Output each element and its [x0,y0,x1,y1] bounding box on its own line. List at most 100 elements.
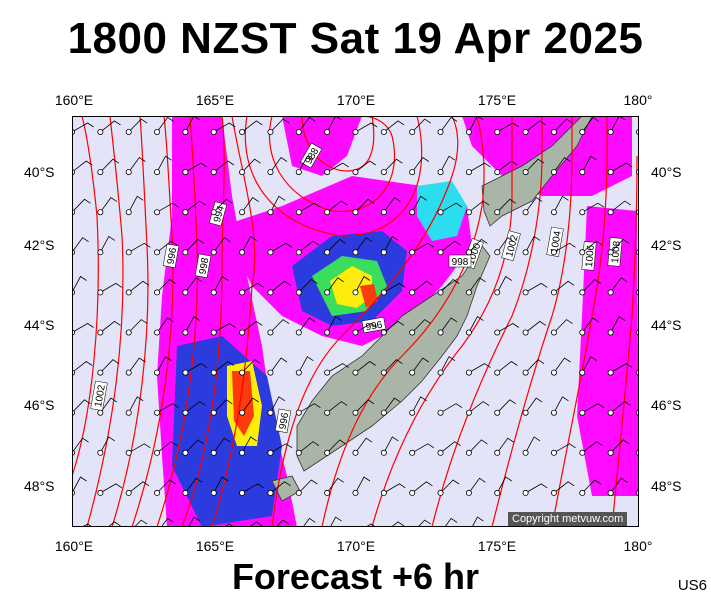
wind-barb [352,275,371,296]
wind-barb [324,200,348,216]
wind-barbs [72,116,639,527]
wind-barb [267,481,291,496]
wind-barb [409,357,430,376]
lon-label-top-180: 180° [623,92,653,108]
wind-barb [522,320,547,336]
wind-barb [607,401,632,416]
isobar-label-text: 998 [198,256,212,275]
lon-label-top-170: 170°E [336,92,376,108]
wind-barb [417,519,431,527]
wind-barb [494,275,512,296]
wind-barb [125,481,150,496]
wind-barb [380,483,406,496]
wind-barb [390,521,405,527]
wind-barb [380,197,401,216]
wind-barb [607,238,630,256]
isobar-label: 996 [162,243,180,268]
wind-barb [210,399,233,416]
wind-barb [125,443,151,456]
wind-barb [97,397,118,416]
wind-barb [295,155,314,176]
wind-barb [160,517,174,527]
wind-barb [494,160,518,176]
wind-barb [579,403,605,416]
lon-label-top-160: 160°E [54,92,94,108]
wind-barb [154,202,179,216]
wind-barb [437,317,458,336]
wind-barb [437,278,460,296]
wind-barb [295,479,318,496]
wind-barb [295,441,320,456]
wind-barb [522,359,545,376]
forecast-label: Forecast +6 hr [231,556,480,597]
wind-barb [607,439,630,456]
wind-barb [409,156,430,176]
wind-barb [324,401,348,416]
wind-barb [97,436,116,456]
wind-barb [239,359,261,376]
lat-label-right-48: 48°S [651,478,682,494]
lat-label-left-42: 42°S [24,237,55,253]
lon-label-bottom-175: 175°E [477,538,517,554]
isobars [72,116,638,527]
wind-barb [239,436,257,456]
isobar-label-text: 1006 [584,244,597,268]
wind-barb [494,323,520,336]
wind-barb [239,197,259,216]
wind-barb [295,116,316,135]
isobar-label-text: 996 [166,246,180,265]
wind-barb [607,363,633,376]
lon-label-bottom-180: 180° [623,538,653,554]
wind-barb [522,158,545,176]
wind-barb [409,396,427,416]
wind-barb [125,280,150,296]
isobar-label-text: 1008 [610,240,623,264]
wind-barb [437,356,456,376]
wind-barb [465,477,486,496]
wind-barb [125,319,148,336]
wind-barb [182,162,208,176]
wind-barb [154,317,174,336]
wind-barb [579,356,598,376]
rain-band-east [577,206,639,496]
wind-barb [154,441,178,456]
wind-barb [409,242,435,256]
isobar-label-text: 1004 [549,230,564,254]
wind-barb [97,120,121,135]
wind-barb [239,320,263,336]
isobar-label-text: 994 [212,204,227,223]
wind-barb [465,238,488,256]
wind-barb [380,436,399,456]
wind-barb [125,242,151,256]
wind-barb [550,357,571,376]
map-frame [72,116,639,527]
wind-barb [579,155,598,176]
wind-barb [182,277,203,296]
wind-barb [550,481,575,496]
wind-barb [210,476,229,496]
wind-barb [182,316,201,336]
wind-barb [550,118,573,135]
wind-barb [380,320,405,336]
wind-barb [471,516,484,527]
isobar-label: 996 [274,408,291,433]
wind-barb [239,282,264,296]
wind-barb [607,277,628,296]
wind-barb [352,160,376,176]
wind-barb [437,240,461,256]
wind-barb [97,197,118,216]
wind-barb [97,235,116,256]
wind-barb [125,396,144,416]
wind-barb [267,319,290,336]
lon-label-bottom-170: 170°E [336,538,376,554]
wind-barb [182,363,208,376]
wind-barb [239,158,261,176]
wind-barb [437,479,460,496]
wind-barb [295,240,320,256]
wind-barb [324,363,349,376]
wind-barb [380,397,401,416]
map-title: 1800 NZST Sat 19 Apr 2025 [67,14,644,63]
wind-barb [324,162,349,176]
wind-barb [210,437,231,456]
wind-barb [494,237,515,256]
